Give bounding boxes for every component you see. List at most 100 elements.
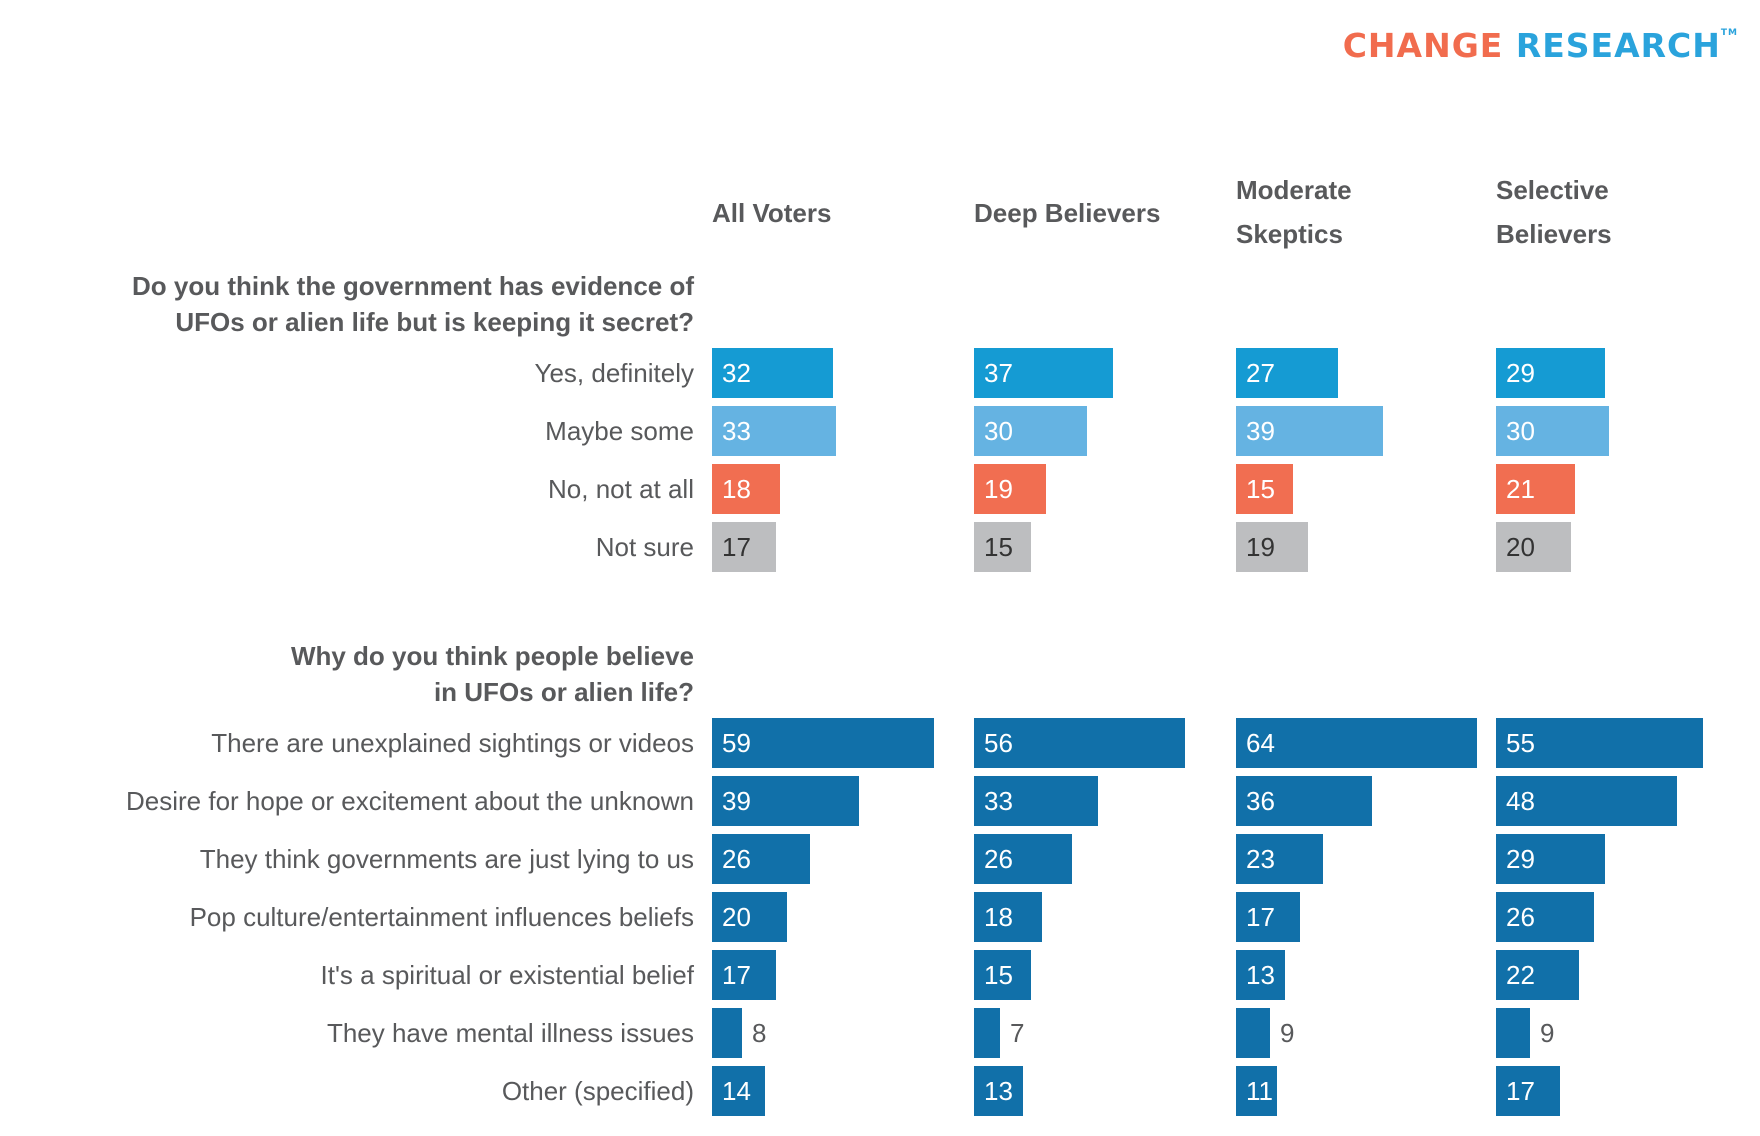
bar bbox=[1496, 834, 1605, 884]
data-label: 30 bbox=[1506, 416, 1535, 446]
data-label: 8 bbox=[752, 1018, 767, 1048]
logo-word-research: RESEARCH bbox=[1515, 26, 1721, 65]
category-label: Not sure bbox=[595, 532, 694, 562]
data-label: 26 bbox=[1506, 902, 1535, 932]
bar bbox=[1496, 892, 1594, 942]
data-label: 18 bbox=[984, 902, 1013, 932]
bar bbox=[1236, 776, 1372, 826]
data-label: 14 bbox=[722, 1076, 751, 1106]
bar bbox=[1496, 776, 1677, 826]
bar bbox=[1236, 522, 1308, 572]
data-label: 33 bbox=[722, 416, 751, 446]
bar bbox=[1236, 950, 1285, 1000]
bar bbox=[974, 892, 1042, 942]
category-label: No, not at all bbox=[548, 474, 694, 504]
data-label: 17 bbox=[1246, 902, 1275, 932]
bar bbox=[712, 834, 810, 884]
logo-trademark: TM bbox=[1720, 28, 1738, 38]
data-label: 59 bbox=[722, 728, 751, 758]
column-header-line: Believers bbox=[1496, 219, 1612, 249]
bar bbox=[712, 522, 776, 572]
data-label: 64 bbox=[1246, 728, 1275, 758]
question-title-line: Why do you think people believe bbox=[290, 641, 694, 671]
logo-word-change: CHANGE bbox=[1342, 26, 1504, 65]
category-label: There are unexplained sightings or video… bbox=[211, 728, 694, 758]
bar bbox=[974, 718, 1185, 768]
data-label: 13 bbox=[1246, 960, 1275, 990]
category-label: Desire for hope or excitement about the … bbox=[125, 786, 694, 816]
data-label: 22 bbox=[1506, 960, 1535, 990]
data-label: 32 bbox=[722, 358, 751, 388]
data-label: 19 bbox=[984, 474, 1013, 504]
bar bbox=[1236, 718, 1477, 768]
data-label: 11 bbox=[1246, 1076, 1273, 1106]
column-header-0: All Voters bbox=[712, 198, 832, 228]
bar bbox=[1496, 522, 1571, 572]
data-label: 55 bbox=[1506, 728, 1535, 758]
data-label: 15 bbox=[984, 960, 1013, 990]
bar bbox=[974, 406, 1087, 456]
category-label: It's a spiritual or existential belief bbox=[320, 960, 694, 990]
bar bbox=[974, 950, 1031, 1000]
category-label: They think governments are just lying to… bbox=[199, 844, 694, 874]
bar bbox=[712, 950, 776, 1000]
bar bbox=[712, 1008, 742, 1058]
question-title-line: UFOs or alien life but is keeping it sec… bbox=[175, 307, 694, 337]
data-label: 48 bbox=[1506, 786, 1535, 816]
bar bbox=[974, 1066, 1023, 1116]
data-label: 7 bbox=[1010, 1018, 1025, 1048]
bar bbox=[1236, 464, 1293, 514]
data-label: 33 bbox=[984, 786, 1013, 816]
data-label: 20 bbox=[722, 902, 751, 932]
column-header-line: Skeptics bbox=[1236, 219, 1343, 249]
change-research-logo: CHANGE RESEARCHTM bbox=[1343, 26, 1738, 65]
data-label: 27 bbox=[1246, 358, 1275, 388]
bar bbox=[1496, 950, 1579, 1000]
data-label: 23 bbox=[1246, 844, 1275, 874]
category-label: Maybe some bbox=[545, 416, 694, 446]
bar bbox=[712, 892, 787, 942]
data-label: 9 bbox=[1540, 1018, 1555, 1048]
data-label: 9 bbox=[1280, 1018, 1295, 1048]
data-label: 39 bbox=[1246, 416, 1275, 446]
data-label: 56 bbox=[984, 728, 1013, 758]
data-label: 36 bbox=[1246, 786, 1275, 816]
bar bbox=[1236, 834, 1323, 884]
data-label: 26 bbox=[722, 844, 751, 874]
category-label: They have mental illness issues bbox=[326, 1018, 694, 1048]
bar bbox=[712, 406, 836, 456]
data-label: 17 bbox=[722, 532, 751, 562]
bar bbox=[974, 834, 1072, 884]
category-label: Yes, definitely bbox=[534, 358, 694, 388]
bar bbox=[1236, 1066, 1277, 1116]
question-title-line: Do you think the government has evidence… bbox=[132, 271, 694, 301]
bar bbox=[1496, 464, 1575, 514]
column-header-line: Selective bbox=[1496, 175, 1609, 205]
category-label: Other (specified) bbox=[501, 1076, 694, 1106]
data-label: 37 bbox=[984, 358, 1013, 388]
data-label: 21 bbox=[1506, 474, 1535, 504]
question-title-line: in UFOs or alien life? bbox=[433, 677, 694, 707]
data-label: 20 bbox=[1506, 532, 1535, 562]
bar bbox=[974, 776, 1098, 826]
bar bbox=[1496, 1008, 1530, 1058]
bar bbox=[1496, 1066, 1560, 1116]
data-label: 13 bbox=[984, 1076, 1013, 1106]
data-label: 15 bbox=[1246, 474, 1275, 504]
question-title-2: Why do you think people believe in UFOs o… bbox=[291, 638, 694, 710]
bar bbox=[1236, 406, 1383, 456]
column-header-line: Moderate bbox=[1236, 175, 1352, 205]
data-label: 18 bbox=[722, 474, 751, 504]
data-label: 17 bbox=[1506, 1076, 1535, 1106]
bar bbox=[974, 464, 1046, 514]
column-header-3: Selective Believers bbox=[1496, 168, 1612, 256]
data-label: 39 bbox=[722, 786, 751, 816]
data-label: 15 bbox=[984, 532, 1013, 562]
data-label: 29 bbox=[1506, 358, 1535, 388]
bar bbox=[974, 348, 1113, 398]
column-header-2: Moderate Skeptics bbox=[1236, 168, 1352, 256]
data-label: 26 bbox=[984, 844, 1013, 874]
bar bbox=[1496, 348, 1605, 398]
bar bbox=[712, 718, 934, 768]
bar bbox=[1236, 348, 1338, 398]
